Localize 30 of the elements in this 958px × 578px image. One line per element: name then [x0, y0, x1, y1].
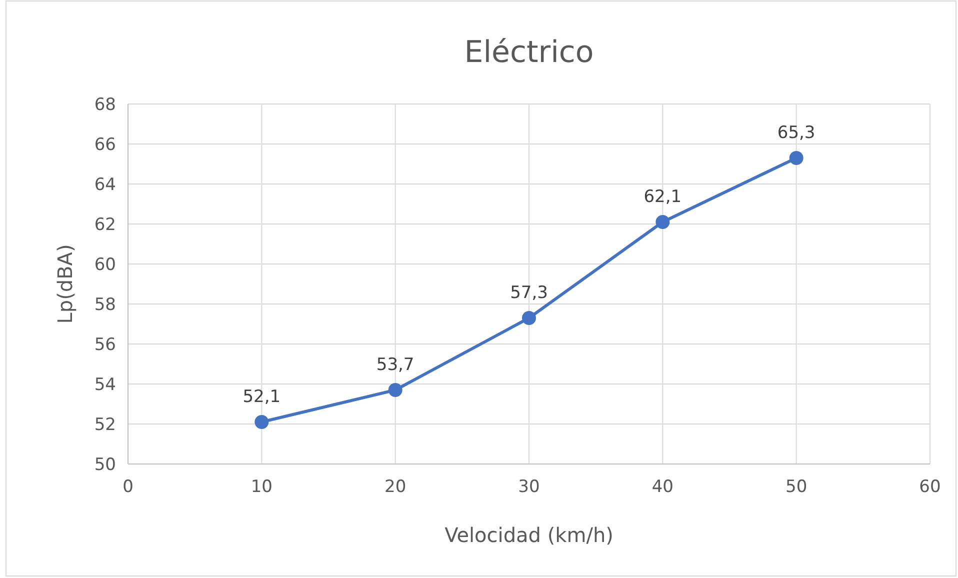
y-tick-label: 68 [94, 95, 116, 115]
y-tick-label: 66 [94, 135, 116, 155]
x-tick-label: 50 [786, 477, 808, 497]
y-tick-label: 52 [94, 415, 116, 435]
x-tick-label: 0 [122, 477, 134, 497]
point [254, 415, 269, 429]
point [388, 383, 402, 397]
y-tick-label: 60 [94, 255, 116, 275]
x-tick-label: 60 [919, 477, 941, 497]
y-axis-title: Lp(dBA) [53, 244, 77, 324]
x-tick-label: 10 [250, 477, 272, 497]
y-tick-label: 50 [94, 455, 116, 475]
data-label: 62,1 [644, 187, 682, 207]
y-tick-label: 56 [94, 335, 116, 355]
y-tick-label: 54 [94, 375, 116, 395]
chart-title: Eléctrico [464, 35, 594, 70]
y-tick-label: 64 [94, 175, 116, 195]
x-tick-label: 30 [518, 477, 540, 497]
x-tick-label: 40 [652, 477, 674, 497]
data-label: 53,7 [376, 355, 414, 375]
data-label: 65,3 [777, 123, 816, 143]
x-tick-label: 20 [384, 477, 406, 497]
point [522, 311, 536, 325]
data-label: 57,3 [510, 283, 548, 303]
y-tick-label: 58 [94, 295, 116, 315]
y-tick-label: 62 [94, 215, 116, 235]
data-label: 52,1 [242, 387, 281, 407]
point [656, 215, 670, 229]
x-axis-title: Velocidad (km/h) [444, 523, 614, 547]
point [789, 151, 804, 165]
